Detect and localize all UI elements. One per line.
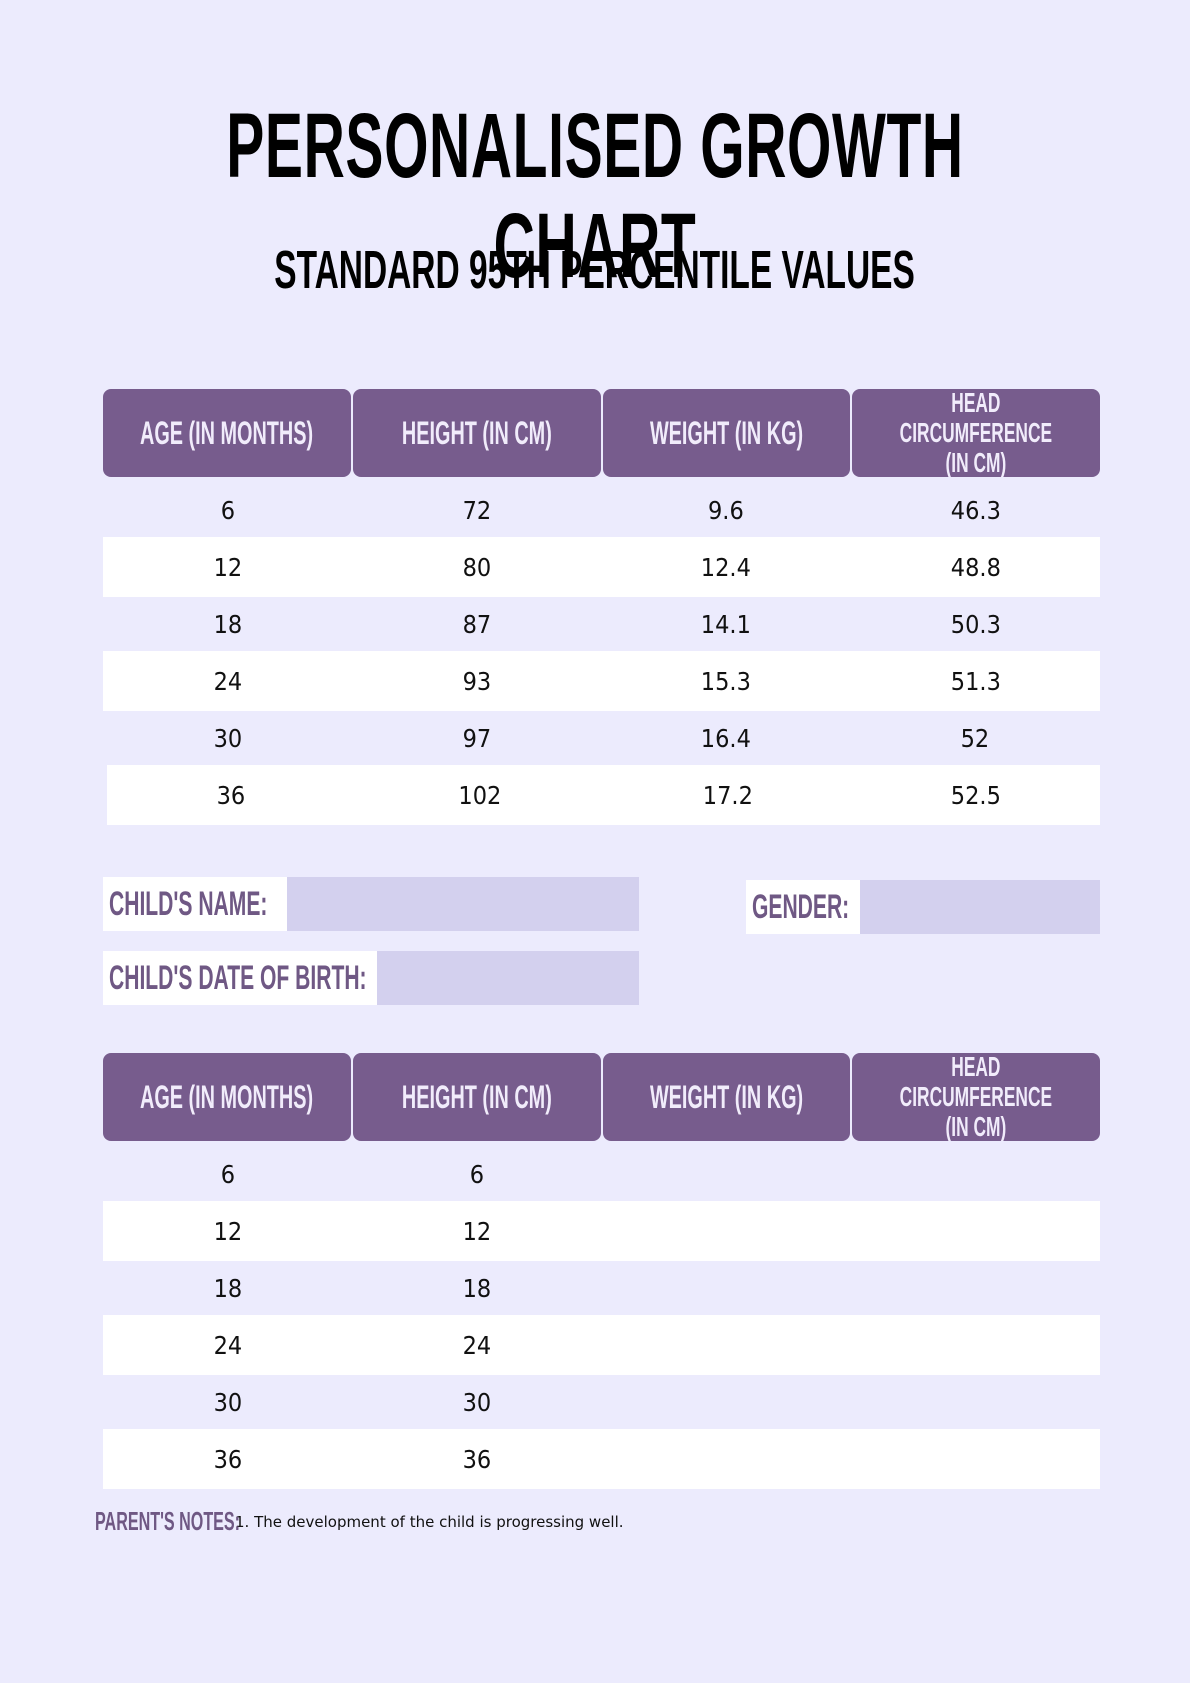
- cell-head-circumference: 50.3: [950, 609, 1001, 639]
- cell-weight[interactable]: [602, 1217, 851, 1246]
- date-of-birth-input[interactable]: [377, 951, 639, 1005]
- cell-height: 97: [462, 723, 492, 753]
- date-of-birth-label: CHILD'S DATE OF BIRTH:: [103, 951, 377, 1005]
- cell-age: 36: [216, 780, 246, 810]
- table-row: 30 97 16.4 52: [103, 711, 1100, 765]
- cell-age: 24: [213, 666, 242, 696]
- cell-height[interactable]: 36: [462, 1444, 492, 1474]
- cell-weight: 16.4: [701, 723, 752, 753]
- table-header: AGE (IN MONTHS) HEIGHT (IN CM) WEIGHT (I…: [103, 1053, 1100, 1141]
- cell-height: 93: [462, 666, 492, 696]
- gender-label: GENDER:: [746, 880, 860, 934]
- table-header: AGE (IN MONTHS) HEIGHT (IN CM) WEIGHT (I…: [103, 389, 1100, 477]
- page-title: PERSONALISED GROWTH CHART: [226, 95, 964, 297]
- cell-head-circumference[interactable]: [851, 1445, 1100, 1474]
- cell-weight[interactable]: [602, 1445, 851, 1474]
- cell-weight[interactable]: [602, 1160, 851, 1189]
- table-row: 24 24: [103, 1315, 1100, 1375]
- cell-height[interactable]: 12: [462, 1216, 492, 1246]
- table-row: 18 18: [103, 1261, 1100, 1315]
- cell-weight: 15.3: [701, 666, 752, 696]
- page-subtitle: STANDARD 95TH PERCENTILE VALUES: [274, 240, 916, 300]
- cell-head-circumference[interactable]: [851, 1388, 1100, 1417]
- cell-weight[interactable]: [602, 1274, 851, 1303]
- cell-height: 72: [462, 495, 492, 525]
- table-row: 12 80 12.4 48.8: [103, 537, 1100, 597]
- column-header-age: AGE (IN MONTHS): [103, 389, 351, 477]
- column-header-weight: WEIGHT (IN KG): [602, 1053, 851, 1141]
- column-header-age: AGE (IN MONTHS): [103, 1053, 351, 1141]
- childs-name-label: CHILD'S NAME:: [103, 877, 287, 931]
- cell-height: 87: [462, 609, 492, 639]
- parents-notes: PARENT'S NOTES: 1. The development of th…: [95, 1506, 624, 1537]
- personal-growth-table: AGE (IN MONTHS) HEIGHT (IN CM) WEIGHT (I…: [103, 1053, 1100, 1489]
- cell-age: 18: [213, 609, 242, 639]
- cell-height: 102: [457, 780, 501, 810]
- cell-height[interactable]: 30: [462, 1387, 492, 1417]
- table-row: 24 93 15.3 51.3: [103, 651, 1100, 711]
- table-row: 30 30: [103, 1375, 1100, 1429]
- childs-name-field: CHILD'S NAME:: [103, 877, 639, 931]
- cell-age: 30: [213, 723, 242, 753]
- cell-weight: 17.2: [702, 780, 753, 810]
- column-header-height: HEIGHT (IN CM): [352, 1053, 601, 1141]
- column-header-height: HEIGHT (IN CM): [352, 389, 601, 477]
- table-row: 6 6: [103, 1147, 1100, 1201]
- cell-age: 6: [220, 495, 235, 525]
- cell-head-circumference[interactable]: [851, 1274, 1100, 1303]
- gender-field: GENDER:: [746, 880, 1100, 934]
- column-header-weight: WEIGHT (IN KG): [602, 389, 851, 477]
- cell-age[interactable]: 30: [213, 1387, 242, 1417]
- gender-input[interactable]: [860, 880, 1100, 934]
- cell-age[interactable]: 24: [213, 1330, 242, 1360]
- cell-age: 12: [213, 552, 242, 582]
- cell-age[interactable]: 18: [213, 1273, 242, 1303]
- cell-head-circumference: 46.3: [950, 495, 1001, 525]
- cell-weight: 9.6: [708, 495, 745, 525]
- cell-head-circumference: 52.5: [950, 780, 1001, 810]
- table-row: 18 87 14.1 50.3: [103, 597, 1100, 651]
- cell-head-circumference[interactable]: [851, 1160, 1100, 1189]
- cell-height: 80: [462, 552, 492, 582]
- column-header-head-circumference: HEAD CIRCUMFERENCE (IN CM): [852, 389, 1100, 477]
- childs-name-input[interactable]: [287, 877, 639, 931]
- cell-height[interactable]: 24: [462, 1330, 492, 1360]
- cell-head-circumference: 51.3: [950, 666, 1001, 696]
- table-row: 36 36: [103, 1429, 1100, 1489]
- standard-values-table: AGE (IN MONTHS) HEIGHT (IN CM) WEIGHT (I…: [103, 389, 1100, 825]
- cell-weight[interactable]: [602, 1388, 851, 1417]
- date-of-birth-field: CHILD'S DATE OF BIRTH:: [103, 951, 639, 1005]
- column-header-head-circumference: HEAD CIRCUMFERENCE (IN CM): [852, 1053, 1100, 1141]
- table-row: 12 12: [103, 1201, 1100, 1261]
- cell-height[interactable]: 6: [469, 1159, 485, 1189]
- cell-head-circumference: 48.8: [950, 552, 1001, 582]
- parents-notes-label: PARENT'S NOTES:: [95, 1506, 241, 1536]
- cell-weight: 12.4: [701, 552, 752, 582]
- cell-height[interactable]: 18: [462, 1273, 492, 1303]
- cell-age[interactable]: 12: [213, 1216, 242, 1246]
- note-item[interactable]: 1. The development of the child is progr…: [235, 1512, 624, 1531]
- cell-head-circumference[interactable]: [851, 1331, 1100, 1360]
- cell-head-circumference: 52: [961, 723, 990, 753]
- cell-weight[interactable]: [602, 1331, 851, 1360]
- cell-age[interactable]: 36: [213, 1444, 242, 1474]
- cell-age[interactable]: 6: [220, 1159, 235, 1189]
- table-row: 6 72 9.6 46.3: [103, 483, 1100, 537]
- cell-head-circumference[interactable]: [851, 1217, 1100, 1246]
- cell-weight: 14.1: [701, 609, 752, 639]
- table-row: 36 102 17.2 52.5: [107, 765, 1100, 825]
